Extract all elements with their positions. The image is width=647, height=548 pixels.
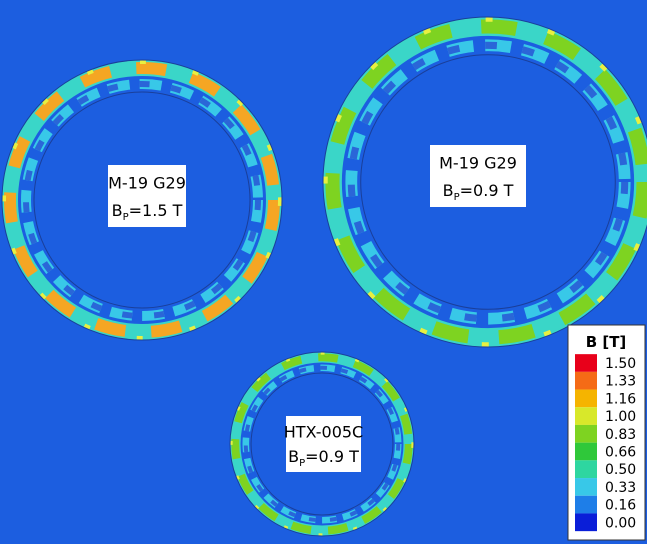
field-subscript: P xyxy=(454,192,460,203)
legend-label: 1.33 xyxy=(605,374,636,390)
field-text: =0.9 T xyxy=(460,181,514,200)
stator-teeth xyxy=(4,62,280,338)
legend-title: B [T] xyxy=(586,333,627,351)
field-symbol: B xyxy=(288,447,299,466)
label-box xyxy=(430,145,526,207)
legend-label: 0.16 xyxy=(605,498,636,514)
color-swatch xyxy=(575,478,597,496)
stator-teeth xyxy=(325,19,647,345)
field-symbol: B xyxy=(443,181,454,200)
stator-teeth xyxy=(231,353,413,535)
magnets xyxy=(347,41,629,323)
color-swatch xyxy=(575,513,597,532)
color-swatch xyxy=(575,407,597,425)
field-text: =1.5 T xyxy=(129,201,183,220)
outer-edge xyxy=(322,16,647,348)
color-swatch xyxy=(575,424,597,443)
magnets xyxy=(23,81,261,319)
legend-label: 1.00 xyxy=(605,409,636,425)
label-box xyxy=(286,416,361,472)
inner-edge xyxy=(360,54,616,310)
field-plots xyxy=(1,16,647,537)
magnets xyxy=(243,365,401,523)
legend-label: 0.66 xyxy=(605,445,636,461)
field-value: BP=0.9 T xyxy=(443,181,514,203)
legend-label: 0.33 xyxy=(605,480,636,496)
outer-edge xyxy=(1,59,283,341)
field-value: BP=0.9 T xyxy=(288,447,359,469)
field-subscript: P xyxy=(123,212,129,223)
color-swatch xyxy=(575,389,597,408)
inner-edge xyxy=(250,372,394,516)
legend-label: 1.16 xyxy=(605,391,636,407)
color-swatch xyxy=(575,371,597,390)
material-name: M-19 G29 xyxy=(439,154,517,173)
field-text: =0.9 T xyxy=(305,447,359,466)
slot-gaps xyxy=(323,17,647,347)
color-swatch xyxy=(575,354,597,372)
label-box xyxy=(108,165,186,227)
color-swatch xyxy=(575,495,597,514)
legend: B [T] 1.50 1.331.16 1.00 0.83 0.660.50 0.33 0.… xyxy=(567,324,646,541)
legend-label: 0.83 xyxy=(605,427,636,443)
inner-edge xyxy=(33,91,251,309)
field-symbol: B xyxy=(112,201,123,220)
material-name: M-19 G29 xyxy=(108,174,186,193)
slot-gaps xyxy=(2,60,282,340)
slot-gaps xyxy=(230,351,414,536)
legend-label: 0.00 xyxy=(605,515,636,531)
field-subscript: P xyxy=(299,458,305,469)
outer-edge xyxy=(229,351,415,537)
color-swatch xyxy=(575,442,597,461)
legend-label: 0.50 xyxy=(605,462,636,478)
color-swatch xyxy=(575,460,597,479)
field-value: BP=1.5 T xyxy=(112,201,183,223)
legend-label: 1.50 xyxy=(605,356,636,372)
material-name: HTX-005C xyxy=(284,422,363,441)
